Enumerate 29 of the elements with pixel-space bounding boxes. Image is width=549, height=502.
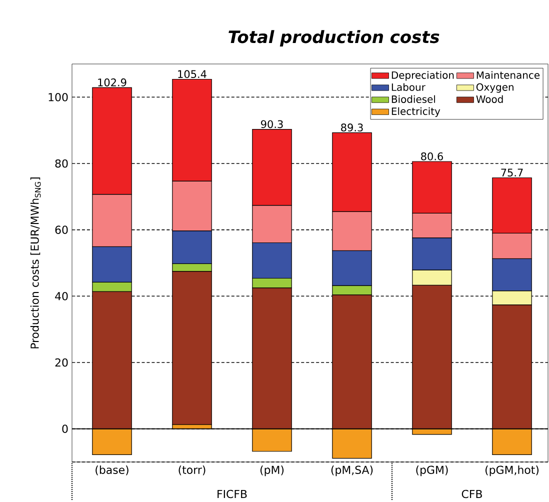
annotation: 89.3 — [341, 124, 363, 132]
text: FICFB — [218, 490, 247, 498]
legend-label: Maintenance — [476, 71, 540, 79]
x-tick-label: (torr) — [178, 466, 206, 476]
y-tick-label: 80 — [55, 159, 68, 168]
annotation: 80.6 — [421, 152, 443, 160]
y-axis-title: Production costs [EUR/MWh$_{SNG}$] — [30, 178, 41, 348]
y-tick-label: 0 — [62, 424, 68, 433]
x-tick-label: (pGM) — [416, 466, 448, 476]
x-tick-label: (base) — [96, 466, 128, 476]
legend-label: Biodiesel — [392, 95, 436, 103]
y-tick-label: 60 — [55, 226, 68, 234]
annotation: 102.9 — [98, 78, 126, 86]
legend-label: Labour — [392, 83, 426, 91]
legend-label: Oxygen — [476, 83, 514, 93]
annotation: 90.3 — [261, 120, 283, 128]
x-tick-label: (pGM,hot) — [486, 466, 539, 476]
legend-label: Electricity — [392, 107, 440, 117]
annotation: 75.7 — [501, 168, 523, 177]
y-tick-label: 40 — [55, 292, 68, 300]
text: CFB — [462, 490, 482, 498]
y-tick-label: 20 — [55, 358, 68, 367]
legend-label: Depreciation — [392, 71, 454, 81]
x-tick-label: (pM) — [260, 466, 284, 476]
chart-title: Total production costs — [228, 30, 440, 46]
legend-label: Wood — [476, 95, 503, 103]
x-tick-label: (pM,SA) — [331, 466, 373, 476]
y-tick-label: 100 — [48, 93, 68, 102]
annotation: 105.4 — [178, 70, 206, 78]
